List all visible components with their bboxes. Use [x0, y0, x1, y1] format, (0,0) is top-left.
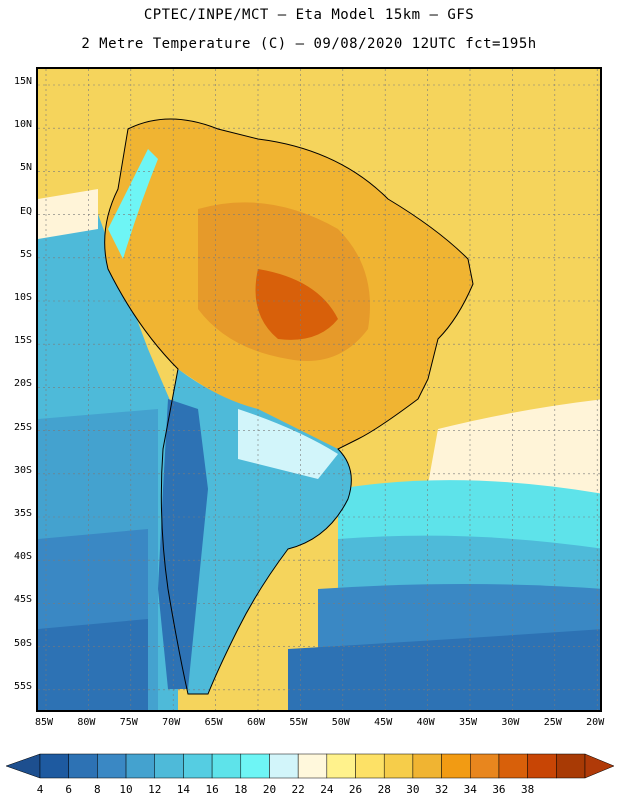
central-hot-core — [255, 269, 338, 340]
colorbar-segment — [412, 753, 442, 779]
colorbar-segment — [240, 753, 270, 779]
lon-label-35w: 35W — [458, 717, 478, 728]
continent-outline — [104, 118, 474, 695]
lon-label-70w: 70W — [162, 717, 181, 728]
colorbar-label: 6 — [65, 783, 72, 796]
colorbar-segment — [39, 753, 69, 779]
lat-label-15s: 15S — [13, 335, 32, 347]
lat-label-20s: 20S — [13, 378, 32, 390]
pacific-pale-band — [38, 189, 98, 239]
colorbar-label: 34 — [463, 783, 477, 796]
andes-north — [108, 149, 158, 259]
lat-label-50s: 50S — [13, 637, 32, 649]
colorbar-segment — [355, 753, 385, 779]
lat-label-55s: 55S — [13, 680, 32, 692]
map-gridlines — [38, 69, 600, 710]
colorbar-segment — [154, 753, 184, 779]
lon-label-85w: 85W — [34, 717, 54, 728]
colorbar-segment — [326, 753, 356, 779]
lon-label-50w: 50W — [331, 717, 350, 728]
lon-label-80w: 80W — [77, 717, 96, 728]
lon-label-55w: 55W — [289, 717, 308, 728]
colorbar-label: 8 — [94, 783, 101, 796]
colorbar-label: 18 — [234, 783, 248, 796]
lon-label-65w: 65W — [204, 717, 223, 728]
andes-cold-strip — [158, 399, 208, 689]
colorbar-segment — [441, 753, 471, 779]
colorbar-label: 38 — [521, 783, 535, 796]
lon-label-20w: 20W — [586, 717, 605, 728]
colorbar-segment — [498, 753, 528, 779]
lon-label-75w: 75W — [119, 717, 138, 728]
lat-label-5s: 5S — [19, 248, 32, 260]
temperature-map — [38, 69, 600, 710]
lon-label-25w: 25W — [543, 717, 562, 728]
map-title-line2: 2 Metre Temperature (C) – 09/08/2020 12U… — [81, 36, 537, 52]
lat-label-10n: 10N — [13, 119, 32, 131]
lat-label-eq: EQ — [19, 205, 32, 217]
colorbar-label: 24 — [320, 783, 334, 796]
map-panel — [36, 67, 602, 712]
colorbar-segment — [383, 753, 414, 779]
pacific-band-6c — [38, 619, 148, 710]
lon-label-40w: 40W — [416, 717, 435, 728]
lat-label-40s: 40S — [13, 551, 32, 563]
pampas-mild — [238, 409, 338, 479]
colorbar-segment — [297, 753, 328, 779]
colorbar-segment — [527, 753, 557, 779]
lon-label-60w: 60W — [246, 717, 266, 728]
colorbar-label: 28 — [377, 783, 391, 796]
colorbar-label: 26 — [348, 783, 363, 796]
colorbar-overflow — [584, 753, 615, 779]
colorbar-label: 22 — [291, 783, 305, 796]
lon-label-30w: 30W — [501, 717, 520, 728]
lat-label-15n: 15N — [13, 76, 32, 87]
colorbar-segment — [183, 753, 213, 779]
map-title-line1: CPTEC/INPE/MCT – Eta Model 15km – GFS — [143, 7, 475, 23]
colorbar-segment — [269, 753, 299, 779]
colorbar-label: 12 — [148, 783, 162, 796]
colorbar-label: 36 — [492, 783, 506, 796]
lat-label-5n: 5N — [19, 162, 32, 174]
colorbar-segment — [125, 753, 155, 779]
colorbar-segment — [97, 753, 127, 779]
colorbar-segment — [470, 753, 500, 779]
colorbar-label: 30 — [406, 783, 420, 796]
lat-label-25s: 25S — [13, 421, 32, 433]
colorbar-label: 16 — [205, 783, 219, 796]
colorbar-label: 4 — [36, 783, 44, 796]
ocean-band-6c — [288, 629, 600, 710]
colorbar-label: 32 — [434, 783, 449, 796]
colorbar-segment — [68, 753, 98, 779]
colorbar-label: 10 — [119, 783, 133, 796]
lat-label-10s: 10S — [13, 292, 32, 303]
colorbar-segment — [556, 753, 586, 779]
colorbar-underflow — [5, 753, 41, 779]
lat-label-45s: 45S — [13, 594, 32, 606]
colorbar-label: 14 — [176, 783, 191, 796]
lon-label-45w: 45W — [374, 717, 393, 728]
lat-label-35s: 35S — [13, 508, 32, 519]
colorbar-label: 20 — [262, 783, 277, 796]
colorbar-segment — [211, 753, 242, 779]
lat-label-30s: 30S — [13, 464, 32, 476]
